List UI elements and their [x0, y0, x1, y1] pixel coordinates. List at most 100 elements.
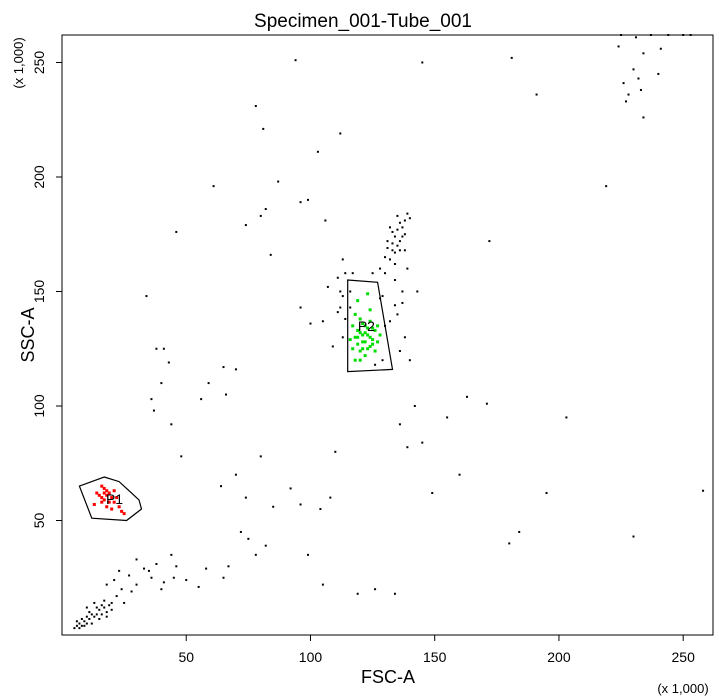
x-tick-label: 50 [178, 649, 194, 665]
data-point-other [324, 219, 327, 222]
data-point-p2 [371, 338, 375, 342]
data-point-other [401, 301, 404, 304]
gate-p1[interactable] [78, 476, 143, 522]
data-point-other [398, 423, 401, 426]
y-tick-label: 250 [31, 51, 47, 75]
x-tick-label: 150 [423, 649, 447, 665]
data-point-other [374, 363, 377, 366]
data-point-other [339, 306, 342, 309]
data-point-p1 [102, 491, 106, 495]
data-point-other [637, 77, 640, 80]
data-point-other [78, 627, 81, 630]
data-point-other [386, 246, 389, 249]
data-point-p2 [358, 349, 362, 353]
data-point-other [115, 595, 118, 598]
data-point-other [446, 416, 449, 419]
data-point-other [259, 455, 262, 458]
data-point-other [344, 272, 347, 275]
data-point-other [155, 563, 158, 566]
data-point-other [388, 258, 391, 261]
data-point-other [277, 180, 280, 183]
gate-p2[interactable] [347, 279, 394, 373]
data-point-p2 [368, 335, 372, 339]
data-point-p2 [361, 347, 365, 351]
x-tick-label: 200 [547, 649, 571, 665]
data-point-other [639, 88, 642, 91]
data-point-other [371, 272, 374, 275]
data-point-p2 [356, 342, 360, 346]
data-point-other [110, 601, 113, 604]
data-point-other [93, 615, 96, 618]
data-point-other [175, 230, 178, 233]
data-point-other [105, 615, 108, 618]
data-point-other [349, 306, 352, 309]
data-point-other [374, 588, 377, 591]
data-point-other [393, 235, 396, 238]
data-point-other [401, 290, 404, 293]
data-point-other [264, 208, 267, 211]
data-point-other [508, 542, 511, 545]
data-point-other [123, 601, 126, 604]
data-point-other [356, 592, 359, 595]
data-point-other [95, 606, 98, 609]
data-point-other [272, 505, 275, 508]
data-point-p2 [373, 328, 377, 332]
data-point-other [110, 608, 113, 611]
data-point-other [264, 544, 267, 547]
data-point-p2 [356, 299, 360, 303]
chart-title: Specimen_001-Tube_001 [254, 11, 472, 32]
data-point-other [160, 382, 163, 385]
plot-frame [61, 34, 714, 636]
data-point-other [222, 366, 225, 369]
data-point-other [518, 530, 521, 533]
data-point-p2 [376, 324, 380, 328]
data-point-p2 [358, 358, 362, 362]
data-point-p2 [371, 326, 375, 330]
data-point-other [617, 45, 620, 48]
data-point-other [625, 100, 628, 103]
data-point-p2 [366, 347, 370, 351]
data-point-other [326, 285, 329, 288]
data-point-other [85, 606, 88, 609]
data-point-p2 [371, 342, 375, 346]
data-point-other [306, 553, 309, 556]
data-point-other [170, 423, 173, 426]
data-point-p1 [112, 500, 116, 504]
data-point-other [299, 201, 302, 204]
data-point-other [381, 295, 384, 298]
data-point-other [393, 251, 396, 254]
data-point-other [403, 233, 406, 236]
data-point-p1 [122, 512, 126, 516]
data-point-p2 [378, 333, 382, 337]
data-point-other [649, 34, 652, 36]
data-point-p1 [105, 489, 109, 493]
data-point-other [702, 489, 705, 492]
data-point-other [341, 295, 344, 298]
data-point-other [339, 132, 342, 135]
data-point-other [93, 601, 96, 604]
data-point-p1 [110, 507, 114, 511]
data-point-other [113, 579, 116, 582]
data-point-p2 [368, 319, 372, 323]
data-point-p1 [97, 493, 101, 497]
data-point-p1 [100, 484, 104, 488]
data-point-p2 [363, 354, 367, 358]
data-point-p1 [102, 498, 106, 502]
data-point-other [80, 617, 83, 620]
data-point-other [393, 592, 396, 595]
data-point-other [667, 34, 670, 36]
data-point-other [200, 398, 203, 401]
data-point-other [398, 240, 401, 243]
data-point-other [90, 613, 93, 616]
data-point-other [393, 279, 396, 282]
data-point-other [207, 382, 210, 385]
data-point-other [336, 276, 339, 279]
data-point-other [78, 622, 81, 625]
data-point-other [294, 59, 297, 62]
data-point-other [128, 574, 131, 577]
data-point-p2 [348, 338, 352, 342]
data-point-p2 [361, 322, 365, 326]
data-point-p2 [356, 328, 360, 332]
data-point-other [147, 569, 150, 572]
data-point-other [396, 313, 399, 316]
